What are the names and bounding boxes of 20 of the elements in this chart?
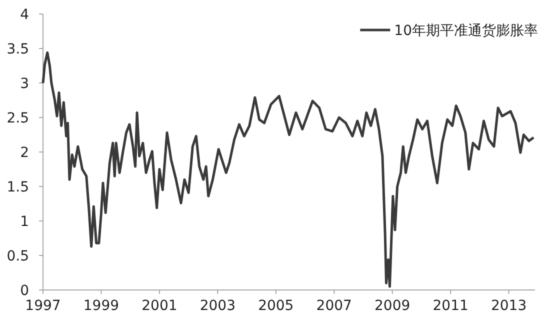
y-tick-label: 1.5 xyxy=(6,180,29,196)
x-tick-label: 1999 xyxy=(83,298,120,314)
y-tick-label: 2 xyxy=(20,145,29,161)
y-tick-label: 1 xyxy=(20,214,29,230)
y-tick-label: 0.5 xyxy=(6,248,29,264)
x-tick-label: 2003 xyxy=(200,298,236,314)
legend-label: 10年期平准通货膨胀率 xyxy=(394,23,538,39)
y-tick-label: 3.5 xyxy=(6,42,29,58)
x-tick-label: 2001 xyxy=(142,298,178,314)
x-tick-label: 2013 xyxy=(490,298,527,314)
x-tick-label: 2009 xyxy=(374,298,410,314)
y-tick-label: 4 xyxy=(20,7,30,23)
x-tick-label: 1997 xyxy=(25,298,61,314)
y-tick-label: 2.5 xyxy=(6,110,29,126)
y-tick-label: 0 xyxy=(20,283,29,299)
x-tick-label: 2007 xyxy=(316,298,352,314)
y-tick-label: 3 xyxy=(20,76,29,92)
x-tick-label: 2005 xyxy=(258,298,294,314)
x-tick-label: 2011 xyxy=(432,298,468,314)
legend: 10年期平准通货膨胀率 xyxy=(360,23,538,39)
